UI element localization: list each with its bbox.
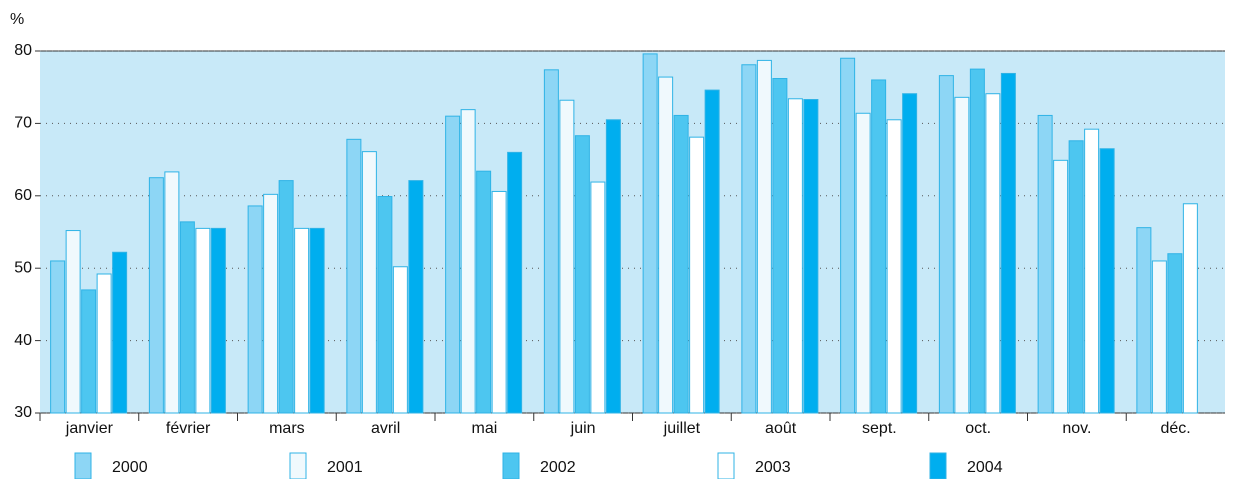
bar (508, 152, 522, 413)
legend-label: 2001 (327, 459, 363, 476)
bar (477, 171, 491, 413)
x-tick-label: avril (371, 420, 400, 437)
bar (841, 58, 855, 413)
chart: % 30 40 50 60 70 80 janvier février mars avril mai… (0, 0, 1242, 479)
bar (1152, 261, 1166, 413)
bar (955, 97, 969, 413)
bar (113, 252, 127, 413)
legend-label: 2004 (967, 459, 1003, 476)
x-tick-label: nov. (1062, 420, 1091, 437)
bar (903, 94, 917, 413)
bar (591, 182, 605, 413)
x-tick-label: juin (570, 420, 596, 437)
bar (409, 181, 423, 413)
x-tick-label: janvier (65, 420, 114, 437)
bar (310, 228, 324, 413)
bar (1183, 204, 1197, 413)
x-tick-label: oct. (965, 420, 991, 437)
bar (211, 228, 225, 413)
y-tick-label: 30 (14, 404, 32, 421)
bar (461, 110, 475, 413)
bar (544, 70, 558, 413)
bar (606, 120, 620, 413)
bar (66, 231, 80, 413)
bar (674, 115, 688, 413)
bar (149, 178, 163, 413)
legend-swatch (718, 453, 734, 479)
bar (773, 79, 787, 413)
legend-swatch (503, 453, 519, 479)
bar (492, 191, 506, 413)
y-tick-label: 60 (14, 187, 32, 204)
bar (362, 152, 376, 413)
x-tick-label: février (166, 420, 211, 437)
x-tick-label: sept. (862, 420, 897, 437)
bar (705, 90, 719, 413)
bar (804, 100, 818, 413)
y-tick-label: 80 (14, 42, 32, 59)
bar (575, 136, 589, 413)
bar (97, 274, 111, 413)
bar (279, 181, 293, 413)
bar (1001, 73, 1015, 413)
bar (264, 194, 278, 413)
bar (1100, 149, 1114, 413)
bar (347, 139, 361, 413)
bar (788, 99, 802, 413)
x-tick-label: juillet (663, 420, 701, 437)
bar (1137, 228, 1151, 413)
legend-swatch (930, 453, 946, 479)
bar (856, 113, 870, 413)
bar (446, 116, 460, 413)
bar (690, 137, 704, 413)
legend-label: 2000 (112, 459, 148, 476)
bar (180, 222, 194, 413)
bar (560, 100, 574, 413)
bar (248, 206, 262, 413)
bar (1054, 160, 1068, 413)
x-tick-label: déc. (1161, 420, 1191, 437)
legend-label: 2002 (540, 459, 576, 476)
x-tick-label: mars (269, 420, 305, 437)
bar (872, 80, 886, 413)
y-tick-label: 50 (14, 259, 32, 276)
bar (165, 172, 179, 413)
bar (1085, 129, 1099, 413)
bar (970, 69, 984, 413)
bar (1038, 115, 1052, 413)
bar (757, 60, 771, 413)
legend-label: 2003 (755, 459, 791, 476)
bar (295, 228, 309, 413)
bar (1069, 141, 1083, 413)
legend-swatch (290, 453, 306, 479)
bar (939, 76, 953, 413)
bar (1168, 254, 1182, 413)
bar (393, 267, 407, 413)
bar (742, 65, 756, 413)
bar (378, 197, 392, 413)
bar (51, 261, 65, 413)
bar (643, 54, 657, 413)
y-axis-label: % (10, 11, 24, 28)
bar (887, 120, 901, 413)
bar (82, 290, 96, 413)
bar (659, 77, 673, 413)
x-tick-label: mai (471, 420, 497, 437)
y-tick-label: 40 (14, 332, 32, 349)
x-tick-label: août (765, 420, 797, 437)
bar (986, 94, 1000, 413)
y-tick-label: 70 (14, 115, 32, 132)
legend-swatch (75, 453, 91, 479)
bar (196, 228, 210, 413)
